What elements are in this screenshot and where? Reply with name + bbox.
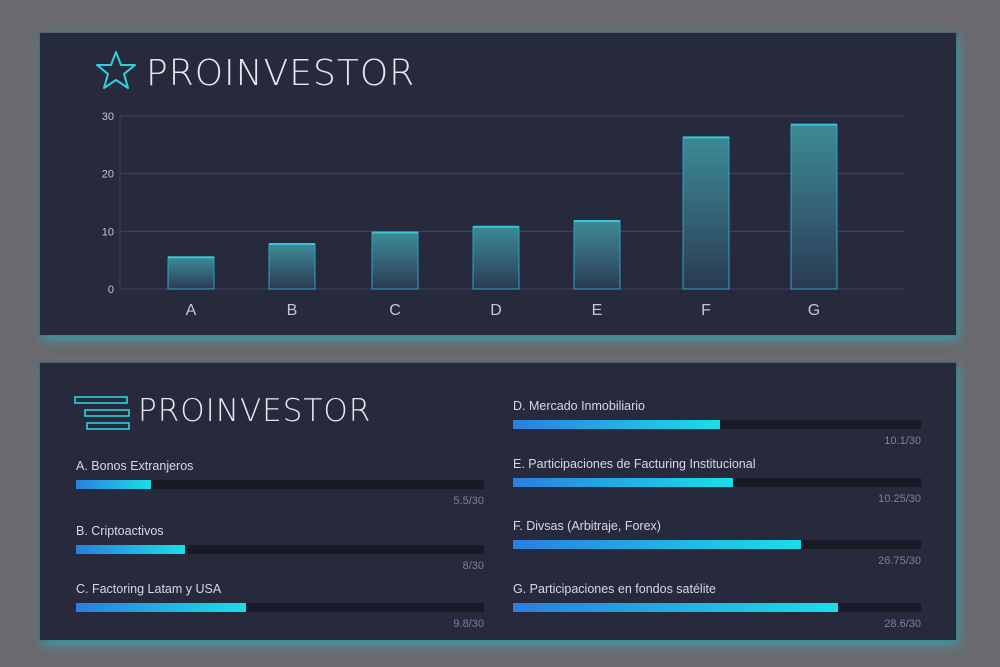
allocation-label: C. Factoring Latam y USA	[76, 582, 222, 596]
allocation-value: 8/30	[462, 560, 484, 572]
allocation-item: B. Criptoactivos 8/30	[76, 524, 484, 572]
bar-chart: 0 10 20 30 A B C D E F G	[102, 111, 904, 319]
allocation-item: F. Divsas (Arbitraje, Forex) 26.75/30	[513, 519, 921, 567]
x-tick-label: A	[186, 302, 197, 319]
bar-C	[371, 231, 419, 290]
progress-track	[76, 480, 484, 489]
allocation-panel: PROINVESTOR A. Bonos Extranjeros 5.5/30 B.…	[40, 363, 956, 640]
bar-B	[268, 243, 316, 290]
allocation-item: E. Participaciones de Facturing Instituc…	[513, 457, 921, 505]
x-tick-label: D	[490, 302, 502, 319]
bar-F	[682, 136, 730, 290]
brand-title: PROINVESTOR	[138, 393, 372, 429]
y-tick-label: 0	[108, 284, 114, 296]
allocation-value: 10.25/30	[878, 493, 921, 505]
y-tick-label: 20	[102, 169, 114, 181]
star-icon	[96, 51, 136, 89]
y-tick-label: 30	[102, 111, 114, 123]
brand-title: PROINVESTOR	[146, 53, 416, 94]
progress-fill	[76, 603, 246, 612]
progress-track	[513, 603, 921, 612]
bar-G	[790, 124, 838, 290]
allocation-value: 5.5/30	[453, 495, 484, 507]
progress-fill	[513, 420, 720, 429]
x-tick-label: F	[701, 302, 711, 319]
allocation-label: G. Participaciones en fondos satélite	[513, 582, 716, 596]
progress-track	[513, 540, 921, 549]
allocation-item: C. Factoring Latam y USA 9.8/30	[76, 582, 484, 630]
allocation-value: 26.75/30	[878, 555, 921, 567]
allocation-item: A. Bonos Extranjeros 5.5/30	[76, 459, 484, 507]
progress-track	[513, 478, 921, 487]
allocation-label: F. Divsas (Arbitraje, Forex)	[513, 519, 661, 533]
progress-track	[76, 603, 484, 612]
allocation-value: 10.1/30	[884, 435, 921, 447]
allocation-label: B. Criptoactivos	[76, 524, 164, 538]
x-tick-label: B	[287, 302, 298, 319]
x-tick-label: G	[808, 302, 820, 319]
bar-chart-panel: PROINVESTOR 0 10 20 30 A B C D E F G	[40, 33, 956, 335]
allocation-label: E. Participaciones de Facturing Instituc…	[513, 457, 756, 471]
y-tick-label: 10	[102, 226, 114, 238]
progress-fill	[76, 545, 185, 554]
bar-E	[573, 220, 621, 290]
list-icon	[74, 396, 130, 430]
x-tick-label: E	[592, 302, 603, 319]
progress-track	[513, 420, 921, 429]
progress-fill	[513, 478, 734, 487]
progress-fill	[76, 480, 151, 489]
allocation-label: A. Bonos Extranjeros	[76, 459, 194, 473]
bar-D	[472, 226, 520, 290]
progress-fill	[513, 603, 839, 612]
progress-fill	[513, 540, 802, 549]
bar-A	[167, 256, 215, 290]
allocation-label: D. Mercado Inmobiliario	[513, 399, 645, 413]
allocation-value: 28.6/30	[884, 618, 921, 630]
allocation-value: 9.8/30	[453, 618, 484, 630]
allocation-item: G. Participaciones en fondos satélite 28.…	[513, 582, 921, 630]
allocation-item: D. Mercado Inmobiliario 10.1/30	[513, 399, 921, 447]
progress-track	[76, 545, 484, 554]
x-tick-label: C	[389, 302, 401, 319]
